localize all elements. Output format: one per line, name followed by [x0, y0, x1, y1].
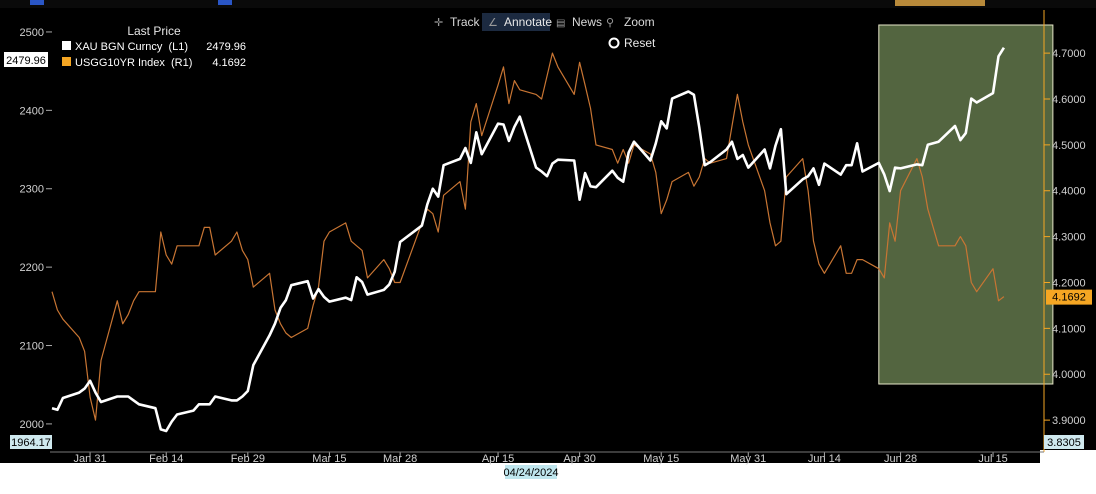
- x-tick-label: Feb 29: [231, 453, 265, 465]
- y-left-tick-label: 2000: [20, 419, 44, 431]
- y-right-tick-label: 4.2000: [1052, 277, 1086, 289]
- y-left-tick-label: 2200: [20, 262, 44, 274]
- left-bottom-badge-text: 1964.17: [11, 437, 51, 449]
- left-top-badge-text: 2479.96: [6, 55, 46, 67]
- y-left-tick-label: 2500: [20, 27, 44, 39]
- left-top-badge: 2479.96: [4, 52, 48, 67]
- top-tab-marker: [218, 0, 232, 5]
- right-current-badge-bg: [1046, 289, 1092, 305]
- y-right-tick-label: 4.6000: [1052, 94, 1086, 106]
- y-right-tick-label: 4.3000: [1052, 232, 1086, 244]
- top-tab-marker: [30, 0, 44, 5]
- x-tick-label: Apr 30: [563, 453, 595, 465]
- legend-background: [56, 22, 252, 72]
- zoom-button[interactable]: ⚲ Zoom: [606, 15, 655, 29]
- x-tick-label: Mar 28: [383, 453, 417, 465]
- right-bottom-badge-text: 3.8305: [1047, 437, 1081, 449]
- legend-item-gold-value: 2479.96: [206, 41, 246, 53]
- legend-item-yield-name: USGG10YR Index (R1): [75, 57, 192, 69]
- x-tick-label: Jan 31: [74, 453, 107, 465]
- left-top-badge-bg: [4, 52, 48, 67]
- x-axis-band: [0, 450, 1040, 463]
- news-icon: ▤: [556, 18, 565, 29]
- news-button[interactable]: ▤ News: [556, 15, 602, 29]
- x-tick-label: Jun 14: [808, 453, 841, 465]
- annotate-button[interactable]: ∠ Annotate: [488, 15, 552, 29]
- y-left-tick-label: 2400: [20, 105, 44, 117]
- legend-title: Last Price: [127, 24, 181, 38]
- y-right-tick-label: 4.0000: [1052, 369, 1086, 381]
- y-right-tick-label: 4.7000: [1052, 48, 1086, 60]
- x-tick-label: Jul 15: [978, 453, 1007, 465]
- crosshair-icon: ✛: [434, 17, 443, 29]
- y-right-tick-label: 4.1000: [1052, 323, 1086, 335]
- cursor-date-badge-text: 04/24/2024: [503, 467, 558, 479]
- top-right-marker: [895, 0, 985, 6]
- axis-layer: 2000 2100 2200 2300 2400 2500 3.9000 4.0000 4.10…: [20, 27, 1086, 465]
- reset-button[interactable]: Reset: [608, 36, 657, 50]
- y-right-tick-label: 3.9000: [1052, 415, 1086, 427]
- right-current-badge-text: 4.1692: [1052, 292, 1086, 304]
- zoom-label: Zoom: [624, 15, 655, 29]
- right-bottom-badge-bg: [1044, 435, 1084, 449]
- gold-price-line[interactable]: [51, 47, 1006, 433]
- reset-icon: [608, 37, 620, 49]
- series-layer: [51, 47, 1006, 433]
- x-tick-label: Feb 14: [149, 453, 183, 465]
- x-tick-label: Apr 15: [482, 453, 514, 465]
- y-left-tick-label: 2300: [20, 184, 44, 196]
- x-tick-label: Jun 28: [884, 453, 917, 465]
- legend-swatch-gold: [62, 41, 71, 50]
- legend-item-yield-value: 4.1692: [212, 57, 246, 69]
- news-label: News: [572, 15, 602, 29]
- legend-item-gold-name: XAU BGN Curncy (L1): [75, 41, 188, 53]
- cursor-date-badge-bg: [505, 465, 557, 479]
- left-bottom-badge-bg: [10, 435, 52, 449]
- yield-line[interactable]: [51, 52, 1005, 421]
- legend: Last Price XAU BGN Curncy (L1) 2479.96 U…: [56, 22, 252, 72]
- track-label: Track: [450, 15, 481, 29]
- x-tick-label: May 15: [643, 453, 679, 465]
- right-bottom-badge: 3.8305: [1044, 435, 1084, 449]
- annotate-button-bg: [482, 13, 550, 31]
- pencil-icon: ∠: [488, 17, 498, 29]
- magnifier-icon: ⚲: [606, 17, 614, 29]
- right-current-badge: 4.1692: [1046, 289, 1092, 305]
- track-button[interactable]: ✛ Track: [434, 15, 481, 29]
- cursor-date-badge: 04/24/2024: [503, 465, 559, 479]
- highlight-region[interactable]: [878, 24, 1054, 385]
- toolbar: ✛ Track ∠ Annotate ▤ News ⚲ Zoom Reset: [434, 13, 656, 50]
- x-tick-label: May 31: [730, 453, 766, 465]
- y-right-tick-label: 4.5000: [1052, 140, 1086, 152]
- y-right-tick-label: 4.4000: [1052, 186, 1086, 198]
- x-tick-label: Mar 15: [312, 453, 346, 465]
- reset-label: Reset: [624, 36, 656, 50]
- annotate-label: Annotate: [504, 15, 552, 29]
- top-strip: [0, 0, 1096, 8]
- left-bottom-badge: 1964.17: [10, 435, 52, 449]
- y-left-tick-label: 2100: [20, 341, 44, 353]
- legend-swatch-yield: [62, 57, 71, 66]
